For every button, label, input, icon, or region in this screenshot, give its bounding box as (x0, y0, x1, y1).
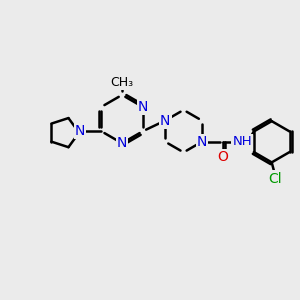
Text: N: N (75, 124, 85, 138)
Text: N: N (197, 135, 207, 149)
Text: NH: NH (232, 135, 252, 148)
Text: CH₃: CH₃ (110, 76, 134, 89)
Text: N: N (138, 100, 148, 114)
Text: Cl: Cl (268, 172, 281, 186)
Text: O: O (218, 150, 229, 164)
Text: N: N (117, 136, 127, 150)
Text: N: N (160, 114, 170, 128)
